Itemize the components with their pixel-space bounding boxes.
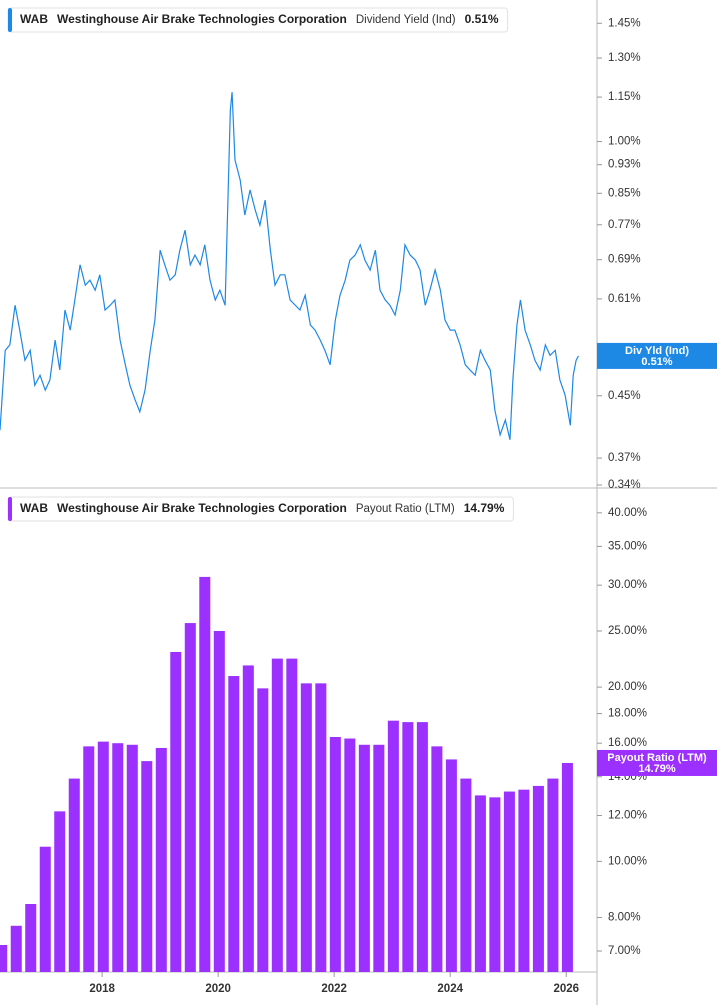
y-tick-label: 7.00% [608,945,641,957]
y-tick-label: 25.00% [608,625,647,637]
x-tick-label: 2018 [89,983,115,995]
y-tick-label: 0.34% [608,479,641,491]
bar [286,658,298,972]
bar [561,762,573,972]
y-tick-label: 0.37% [608,452,641,464]
bar [373,744,385,972]
bar [155,747,167,972]
bar [532,785,544,972]
header-accent [8,497,12,521]
y-tick-label: 16.00% [608,737,647,749]
y-tick-label: 40.00% [608,507,647,519]
bar [547,778,559,972]
y-tick-label: 35.00% [608,540,647,552]
bar [83,746,95,972]
y-tick-label: 0.93% [608,159,641,171]
ticker: WAB [20,12,48,26]
y-tick-label: 0.61% [608,293,641,305]
metric-name: Payout Ratio (LTM) [356,503,455,515]
x-tick-label: 2022 [321,983,347,995]
badge-label: Div Yld (Ind) [625,345,689,357]
bar [228,676,240,972]
bar [213,630,225,972]
bar [199,576,211,972]
y-tick-label: 1.30% [608,52,641,64]
y-tick-label: 12.00% [608,810,647,822]
y-tick-label: 30.00% [608,579,647,591]
x-tick-label: 2020 [205,983,231,995]
data-line [0,92,579,440]
bar [315,683,327,972]
metric-name: Dividend Yield (Ind) [356,14,456,26]
bar [358,744,370,972]
bar [97,741,109,972]
bar [518,789,530,972]
header: WAB Westinghouse Air Brake Technologies C… [7,496,514,522]
value-badge [597,342,717,369]
y-tick-label: 18.00% [608,708,647,720]
bar [271,658,283,972]
bar [25,904,37,972]
panel: 1.45% 1.30% 1.15% 1.00% 0.93% 0.85% 0.77% 0.69%… [0,7,717,491]
bar [416,722,428,972]
bar [54,811,66,972]
header: WAB Westinghouse Air Brake Technologies C… [7,7,509,33]
y-tick-label: 20.00% [608,681,647,693]
bar [10,925,22,972]
bar [112,743,124,972]
bar [184,623,196,972]
ticker: WAB [20,501,48,515]
y-tick-label: 10.00% [608,855,647,867]
value-badge [597,749,717,776]
bar [344,738,356,972]
y-tick-label: 0.77% [608,219,641,231]
current-value: 14.79% [464,501,505,515]
bar [39,846,51,972]
bar [503,791,515,972]
badge-label: Payout Ratio (LTM) [607,752,707,764]
y-tick-label: 0.69% [608,254,641,266]
bar [460,778,472,972]
bar [141,761,153,972]
current-value: 0.51% [465,12,499,26]
y-tick-label: 1.00% [608,136,641,148]
bar [489,797,501,972]
bar [126,744,138,972]
badge-value: 14.79% [638,763,676,775]
x-tick-label: 2024 [437,983,463,995]
bar [170,651,182,972]
badge-value: 0.51% [641,356,672,368]
bar [0,945,8,972]
bar [387,720,399,972]
x-tick-label: 2026 [553,983,579,995]
bar [431,746,443,972]
header-accent [8,8,12,32]
company-name: Westinghouse Air Brake Technologies Corp… [57,12,347,26]
y-tick-label: 0.45% [608,390,641,402]
y-tick-label: 1.15% [608,91,641,103]
bar [68,778,80,972]
y-tick-label: 1.45% [608,17,641,29]
bar [257,688,269,972]
bar [445,759,457,972]
bar [329,736,341,972]
panel: 40.00% 35.00% 30.00% 25.00% 20.00% 18.00% 16.0… [0,496,717,995]
y-tick-label: 8.00% [608,911,641,923]
y-tick-label: 0.85% [608,187,641,199]
bar [474,795,486,972]
company-name: Westinghouse Air Brake Technologies Corp… [57,501,347,515]
bar [300,683,312,972]
bar [402,722,414,972]
bar [242,665,254,972]
